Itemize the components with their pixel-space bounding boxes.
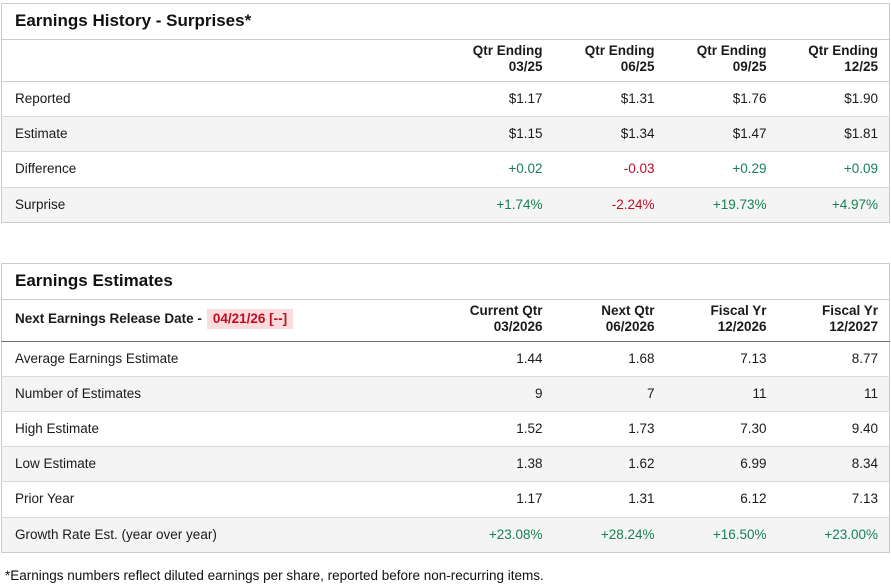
value-cell: 6.12 — [665, 481, 778, 518]
earnings-estimates-table: Earnings Estimates Next Earnings Release… — [1, 262, 891, 553]
column-header: Fiscal Yr 12/2027 — [777, 299, 890, 342]
table-row: Surprise +1.74% -2.24% +19.73% +4.97% — [1, 186, 890, 223]
release-date-value: 04/21/26 [--] — [206, 308, 294, 329]
row-label: Average Earnings Estimate — [15, 350, 179, 366]
value-cell: $1.17 — [508, 90, 543, 106]
earnings-estimates-title: Earnings Estimates — [1, 263, 890, 300]
column-header: Next Qtr 06/2026 — [553, 299, 666, 342]
row-label: High Estimate — [1, 410, 442, 447]
value-cell: 1.62 — [553, 446, 666, 482]
earnings-history-title-row: Earnings History - Surprises* — [1, 3, 890, 40]
header-spacer — [1, 39, 442, 82]
table-row: Reported $1.17 $1.31 $1.76 $1.90 — [2, 81, 890, 116]
value-cell: +0.09 — [777, 151, 890, 187]
value-cell: +0.02 — [441, 151, 554, 187]
table-row: Number of Estimates 9 7 11 11 — [1, 375, 890, 412]
value-cell: $1.34 — [553, 116, 666, 152]
value-cell: +23.08% — [441, 516, 554, 553]
earnings-estimates-header-row: Next Earnings Release Date -04/21/26 [--… — [1, 299, 890, 342]
column-header: Qtr Ending 09/25 — [665, 39, 778, 82]
value-cell: +23.00% — [777, 516, 890, 553]
footnote: *Earnings numbers reflect diluted earnin… — [5, 567, 544, 583]
next-earnings-release-cell: Next Earnings Release Date -04/21/26 [--… — [1, 299, 442, 342]
value-cell: 1.38 — [441, 446, 554, 482]
table-row: Estimate $1.15 $1.34 $1.47 $1.81 — [1, 116, 890, 152]
row-label: Prior Year — [1, 481, 442, 518]
value-cell: +0.29 — [665, 151, 778, 187]
earnings-history-header-row: Qtr Ending 03/25 Qtr Ending 06/25 Qtr En… — [1, 39, 890, 82]
value-cell: 11 — [665, 375, 778, 412]
row-label: Number of Estimates — [1, 375, 442, 412]
column-header: Fiscal Yr 12/2026 — [665, 299, 778, 342]
value-cell: 1.17 — [441, 481, 554, 518]
value-cell: +28.24% — [553, 516, 666, 553]
table-row: Prior Year 1.17 1.31 6.12 7.13 — [1, 481, 890, 518]
value-cell: 1.52 — [441, 410, 554, 447]
value-cell: 8.77 — [851, 350, 879, 366]
table-row: Low Estimate 1.38 1.62 6.99 8.34 — [1, 446, 890, 482]
value-cell: $1.47 — [665, 116, 778, 152]
row-label: Reported — [15, 90, 71, 106]
value-cell: +4.97% — [777, 186, 890, 223]
value-cell: 1.73 — [553, 410, 666, 447]
value-cell: 1.44 — [516, 350, 543, 366]
row-label: Difference — [1, 151, 442, 187]
row-label: Low Estimate — [1, 446, 442, 482]
value-cell: 7.13 — [740, 350, 767, 366]
value-cell: +16.50% — [665, 516, 778, 553]
table-row: Difference +0.02 -0.03 +0.29 +0.09 — [1, 151, 890, 187]
row-label: Surprise — [1, 186, 442, 223]
row-label: Growth Rate Est. (year over year) — [1, 516, 442, 553]
value-cell: $1.90 — [844, 90, 878, 106]
value-cell: 9.40 — [777, 410, 890, 447]
earnings-history-title: Earnings History - Surprises* — [1, 3, 890, 40]
value-cell: 8.34 — [777, 446, 890, 482]
column-header: Qtr Ending 12/25 — [777, 39, 890, 82]
earnings-history-body: Reported $1.17 $1.31 $1.76 $1.90 Estimate $1.1… — [1, 81, 890, 223]
value-cell: -0.03 — [553, 151, 666, 187]
value-cell: 7.30 — [665, 410, 778, 447]
table-row: High Estimate 1.52 1.73 7.30 9.40 — [1, 410, 890, 447]
earnings-history-table: Earnings History - Surprises* Qtr Ending… — [1, 3, 890, 223]
value-cell: 7.13 — [777, 481, 890, 518]
row-label: Estimate — [1, 116, 442, 152]
earnings-estimates-body: Average Earnings Estimate 1.44 1.68 7.13 8.7… — [1, 341, 890, 553]
value-cell: 6.99 — [665, 446, 778, 482]
value-cell: -2.24% — [553, 186, 666, 223]
value-cell: 9 — [441, 375, 554, 412]
value-cell: 7 — [553, 375, 666, 412]
value-cell: 11 — [777, 375, 890, 412]
column-header: Qtr Ending 06/25 — [553, 39, 666, 82]
value-cell: 1.31 — [553, 481, 666, 518]
earnings-estimates-title-row: Earnings Estimates — [1, 263, 890, 300]
release-date-label: Next Earnings Release Date - — [15, 310, 202, 326]
column-header: Current Qtr 03/2026 — [441, 299, 554, 342]
value-cell: +19.73% — [665, 186, 778, 223]
value-cell: $1.76 — [732, 90, 767, 106]
value-cell: $1.31 — [620, 90, 655, 106]
table-row: Growth Rate Est. (year over year) +23.08%… — [1, 516, 890, 553]
table-row: Average Earnings Estimate 1.44 1.68 7.13 8.7… — [2, 341, 890, 376]
value-cell: $1.15 — [441, 116, 554, 152]
value-cell: 1.68 — [628, 350, 655, 366]
value-cell: $1.81 — [777, 116, 890, 152]
column-header: Qtr Ending 03/25 — [441, 39, 554, 82]
value-cell: +1.74% — [441, 186, 554, 223]
